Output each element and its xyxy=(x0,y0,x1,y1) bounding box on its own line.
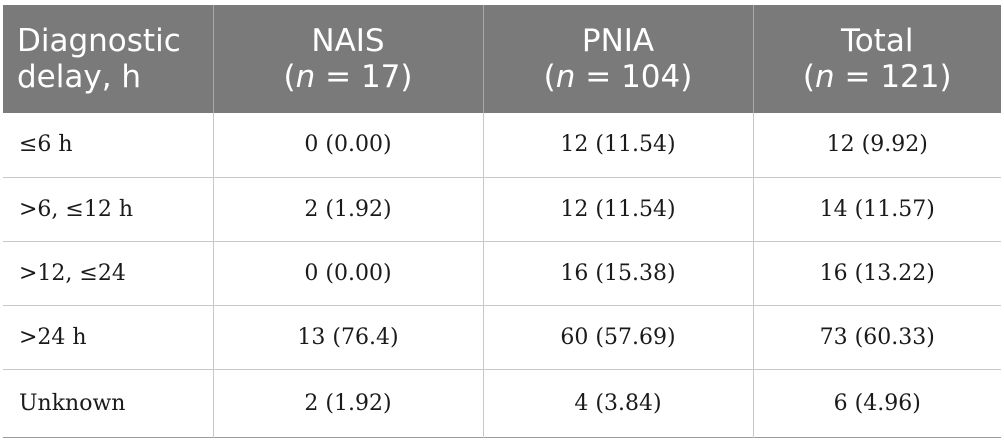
total-cell: 73 (60.33) xyxy=(819,324,935,350)
header-pnia-count: = 104) xyxy=(575,59,693,95)
n-symbol: n xyxy=(555,59,576,95)
nais-cell: 13 (76.4) xyxy=(213,305,484,369)
table-header: Diagnostic delay, h NAIS (n = 17) PNIA (… xyxy=(3,5,1001,113)
open-paren: ( xyxy=(543,59,556,95)
diagnostic-delay-table: Diagnostic delay, h NAIS (n = 17) PNIA (… xyxy=(3,5,1001,438)
header-diagnostic-delay-line1: Diagnostic xyxy=(17,23,181,59)
pnia-cell: 4 (3.84) xyxy=(483,369,754,437)
row-label: Unknown xyxy=(3,369,214,437)
pnia-cell: 12 (11.54) xyxy=(483,113,754,177)
header-pnia-title: PNIA xyxy=(581,23,655,59)
table-body: ≤6 h 0 (0.00) 12 (11.54) 12 (9.92) >6, ≤… xyxy=(3,113,1001,437)
n-symbol: n xyxy=(815,59,835,95)
nais-cell: 0 (0.00) xyxy=(213,113,484,177)
pnia-cell: 12 (11.54) xyxy=(483,177,754,241)
header-nais-title: NAIS xyxy=(311,23,385,59)
nais-cell: 2 (1.92) xyxy=(213,177,484,241)
header-total-title: Total xyxy=(841,23,914,59)
total-cell: 12 (9.92) xyxy=(826,132,928,158)
header-diagnostic-delay-line2: delay, h xyxy=(17,59,142,95)
row-label: >6, ≤12 h xyxy=(3,177,214,241)
nais-cell: 0 (0.00) xyxy=(213,241,484,305)
table-row: ≤6 h 0 (0.00) 12 (11.54) 12 (9.92) xyxy=(3,113,1001,177)
header-total-n: (n = 121) xyxy=(768,59,988,95)
row-label: ≤6 h xyxy=(3,113,214,177)
header-pnia: PNIA (n = 104) xyxy=(483,5,754,113)
table-row: Unknown 2 (1.92) 4 (3.84) 6 (4.96) xyxy=(3,369,1001,437)
header-total: Total (n = 121) xyxy=(753,5,1001,113)
header-diagnostic-delay: Diagnostic delay, h xyxy=(3,5,214,113)
header-total-count: = 121) xyxy=(834,59,952,95)
header-nais-n: (n = 17) xyxy=(228,59,469,95)
pnia-cell: 60 (57.69) xyxy=(483,305,754,369)
total-cell: 16 (13.22) xyxy=(819,260,935,286)
diagnostic-delay-table-container: Diagnostic delay, h NAIS (n = 17) PNIA (… xyxy=(3,5,1001,438)
header-pnia-n: (n = 104) xyxy=(498,59,739,95)
total-cell: 14 (11.57) xyxy=(819,196,935,222)
table-row: >12, ≤24 0 (0.00) 16 (15.38) 16 (13.22) xyxy=(3,241,1001,305)
header-nais-count: = 17) xyxy=(315,59,413,95)
total-cell: 6 (4.96) xyxy=(833,390,921,416)
nais-cell: 2 (1.92) xyxy=(213,369,484,437)
open-paren: ( xyxy=(802,59,815,95)
pnia-cell: 16 (15.38) xyxy=(483,241,754,305)
n-symbol: n xyxy=(295,59,316,95)
header-nais: NAIS (n = 17) xyxy=(213,5,484,113)
table-row: >6, ≤12 h 2 (1.92) 12 (11.54) 14 (11.57) xyxy=(3,177,1001,241)
open-paren: ( xyxy=(283,59,296,95)
header-row: Diagnostic delay, h NAIS (n = 17) PNIA (… xyxy=(3,5,1001,113)
row-label: >12, ≤24 xyxy=(3,241,214,305)
table-row: >24 h 13 (76.4) 60 (57.69) 73 (60.33) xyxy=(3,305,1001,369)
row-label: >24 h xyxy=(3,305,214,369)
